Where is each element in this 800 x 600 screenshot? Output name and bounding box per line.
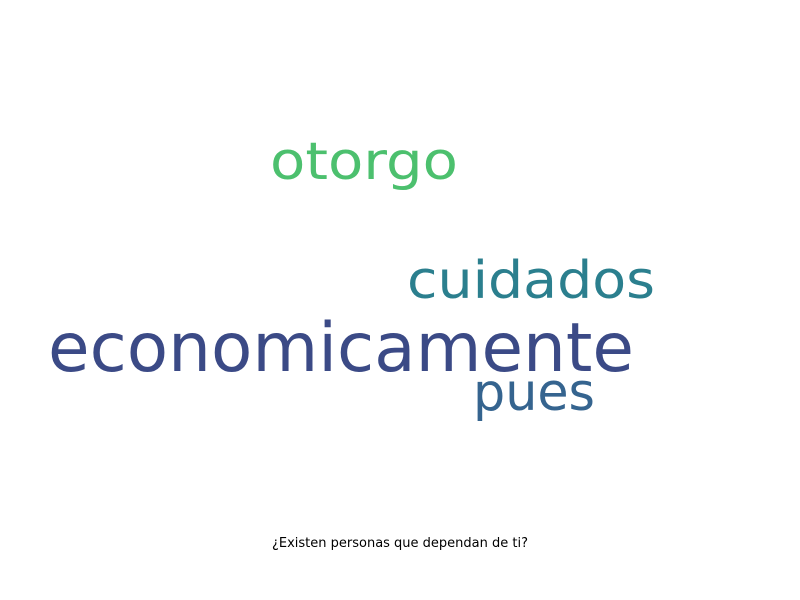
word-otorgo: otorgo bbox=[270, 132, 458, 192]
chart-title: ¿Existen personas que dependan de ti? bbox=[0, 536, 800, 551]
word-cuidados: cuidados bbox=[407, 251, 655, 311]
word-pues: pues bbox=[473, 363, 595, 423]
